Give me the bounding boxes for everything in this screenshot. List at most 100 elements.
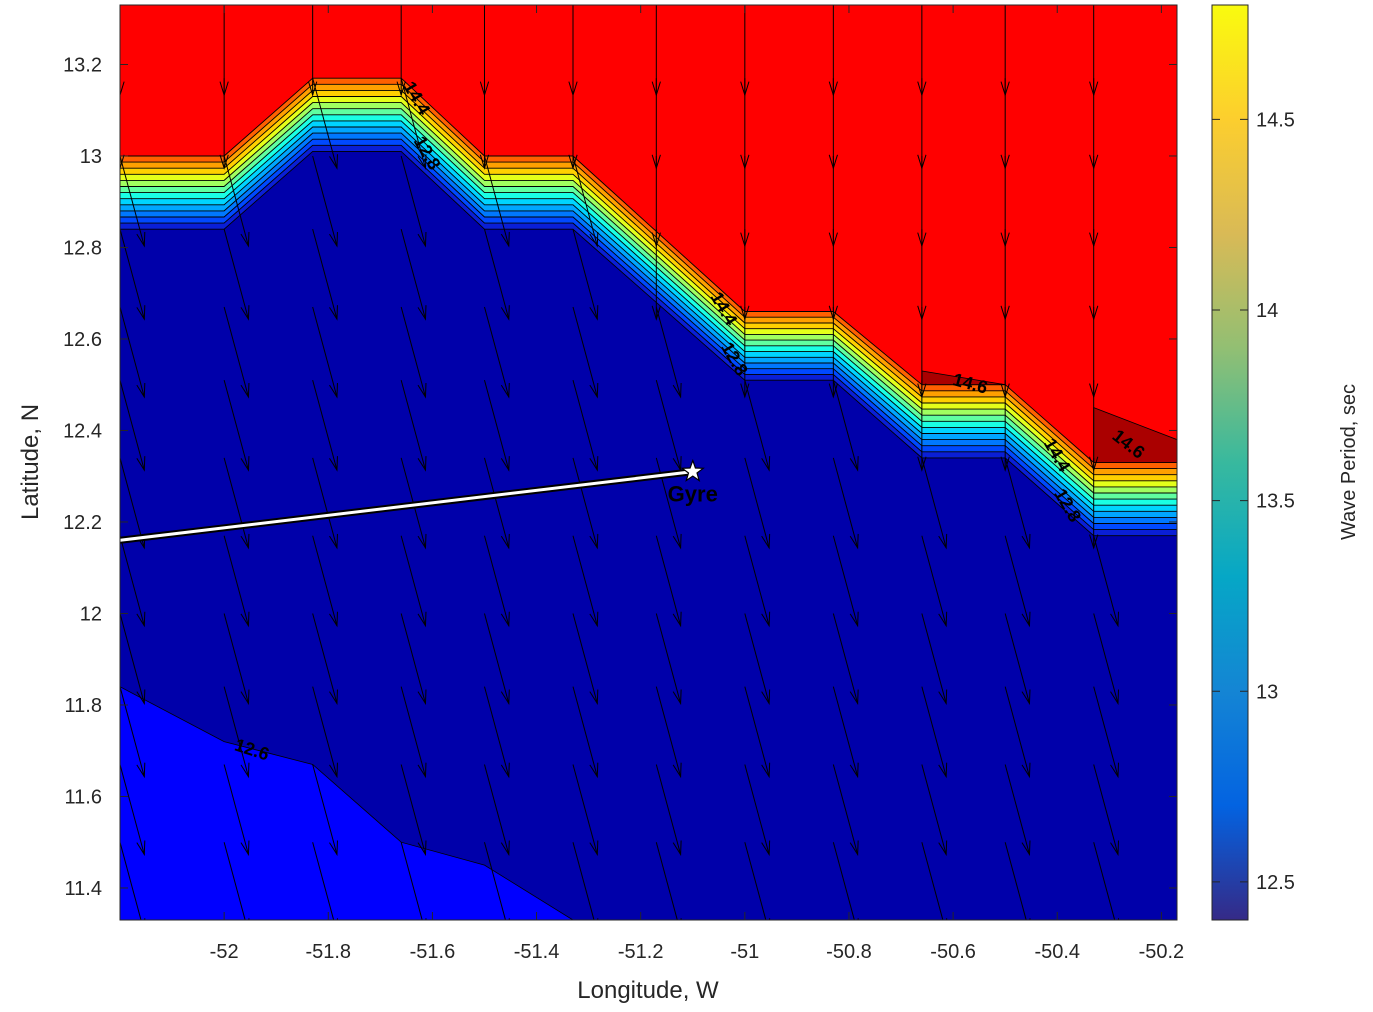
vector-arrow-head [761, 762, 771, 779]
vector-arrow-shaft [1004, 686, 1030, 777]
contour-line [120, 102, 1177, 488]
vector-arrow-head [417, 154, 427, 170]
vector-arrow-head [500, 231, 510, 248]
plot-frame [119, 4, 1178, 921]
vector-arrow-shaft [921, 764, 947, 855]
contour-line [120, 120, 1177, 506]
y-tick-label: 11.6 [65, 786, 102, 808]
vector-arrow-head [938, 533, 948, 550]
vector-arrow-shaft [400, 229, 426, 320]
vector-arrow-shaft [400, 842, 423, 920]
colorbar-gradient [1211, 4, 1249, 921]
y-tick-label: 11.4 [65, 878, 102, 900]
vector-arrow-shaft [120, 764, 145, 855]
vector-arrow-shaft [655, 535, 682, 626]
vector-arrow-head [240, 533, 250, 550]
vector-arrow-head [500, 533, 510, 550]
vector-arrow-shaft [400, 78, 426, 169]
vector-arrow-shaft [1093, 686, 1119, 777]
vector-arrow-head [1021, 533, 1031, 550]
vector-arrow-head [1089, 534, 1099, 550]
x-tick-label: -50.6 [930, 941, 976, 963]
vector-arrow-head [672, 611, 682, 628]
vector-arrow-shaft [832, 380, 859, 471]
vector-arrow-shaft [400, 306, 426, 398]
contour-line [120, 89, 1177, 476]
vector-arrow-head [329, 611, 338, 628]
colorbar-tick-label: 12.5 [1256, 872, 1295, 894]
vector-arrow-head [240, 611, 250, 628]
vector-arrow-shaft [572, 535, 598, 626]
vector-arrow-head [761, 533, 771, 550]
vector-arrow-head [589, 611, 599, 628]
vector-arrow-shaft [223, 155, 249, 247]
vector-arrow-head [1110, 840, 1119, 857]
vector-arrow-head [672, 382, 682, 399]
vector-arrow-head [136, 762, 146, 779]
vector-arrow-head [651, 305, 661, 321]
vector-arrow-head [417, 305, 427, 321]
vector-arrow-head [136, 611, 146, 628]
vector-arrow-shaft [312, 229, 338, 320]
vector-arrow-head [120, 81, 125, 97]
vector-arrow-head [240, 382, 250, 399]
vector-arrow-head [589, 689, 599, 706]
vector-arrow-shaft [832, 613, 859, 704]
vector-arrow-head [1110, 611, 1119, 628]
vector-arrow-shaft [921, 457, 947, 549]
vector-arrow-head [479, 154, 490, 170]
x-tick-label: -51.8 [305, 941, 351, 963]
vector-arrow-shaft [572, 764, 598, 855]
vector-arrow-shaft [1093, 842, 1116, 920]
vector-arrow-shaft [572, 229, 598, 320]
vector-arrow-head [136, 840, 146, 857]
vector-arrow-head [500, 382, 510, 399]
contour-line [120, 114, 1177, 500]
vector-arrow-head [136, 456, 146, 472]
contour-line [120, 96, 1177, 482]
vector-arrow-shaft [655, 764, 682, 855]
vector-arrow-shaft [572, 380, 598, 471]
vector-arrow-shaft [1093, 764, 1119, 855]
vector-arrow-shaft [744, 535, 770, 626]
vector-arrow-head [672, 762, 682, 779]
vector-arrow-head [938, 611, 948, 628]
vector-arrow-head [417, 762, 427, 779]
vector-arrow-head [1021, 611, 1031, 628]
vector-arrow-shaft [120, 380, 145, 471]
vector-arrow-shaft [572, 306, 598, 398]
vector-arrow-shaft [921, 535, 947, 626]
vector-arrow-shaft [655, 380, 682, 471]
vector-arrow-shaft [120, 306, 145, 398]
vector-arrow-head [761, 689, 771, 706]
vector-arrow-head [589, 231, 599, 248]
vector-arrow-shaft [223, 613, 249, 704]
vector-arrow-shaft [120, 155, 145, 247]
colorbar-tick-label: 14.5 [1256, 109, 1295, 131]
vector-arrow-head [329, 231, 338, 248]
vector-arrow-head [500, 689, 510, 706]
vector-arrow-head [329, 689, 338, 706]
vector-arrow-head [589, 533, 599, 550]
vector-arrow-head [938, 840, 948, 857]
contour-line [120, 138, 1177, 524]
vector-arrow-shaft [484, 229, 510, 320]
vector-arrow-shaft [1004, 842, 1027, 920]
y-tick-label: 13.2 [63, 54, 102, 76]
vector-arrow-shaft [832, 535, 859, 626]
vector-arrow-head [500, 762, 510, 779]
vector-arrow-head [329, 154, 338, 170]
vector-arrow-shaft [744, 686, 770, 777]
x-tick-label: -51 [730, 941, 759, 963]
x-axis-label: Longitude, W [577, 977, 719, 1004]
vector-arrow-head [938, 689, 948, 706]
vector-arrow-shaft [744, 764, 770, 855]
vector-arrow-head [329, 305, 338, 321]
vector-arrow-head [568, 154, 578, 170]
vector-arrow-head [329, 382, 338, 399]
vector-arrow-shaft [120, 457, 145, 549]
vector-arrow-head [849, 689, 859, 706]
y-tick-label: 12.4 [63, 420, 102, 442]
colorbar-tick-label: 14 [1256, 300, 1278, 322]
vector-arrow-shaft [1004, 613, 1030, 704]
